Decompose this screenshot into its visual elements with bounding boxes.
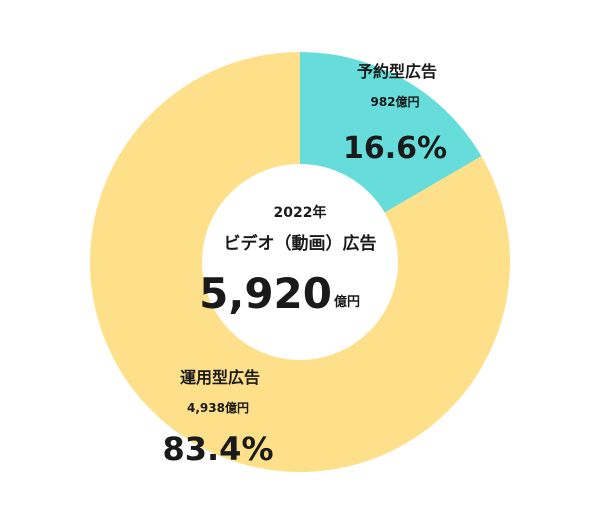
slice-amount-programmatic: 4,938億円 — [187, 400, 249, 415]
donut-hole — [202, 164, 398, 360]
slice-label-reserved: 予約型広告 — [357, 62, 437, 81]
slice-percent-programmatic: 83.4% — [162, 430, 273, 468]
center-total-unit: 億円 — [334, 294, 360, 310]
slice-percent-reserved: 16.6% — [343, 131, 447, 166]
center-title: ビデオ（動画）広告 — [224, 233, 377, 254]
slice-amount-reserved: 982億円 — [370, 94, 419, 109]
center-total-value: 5,920 — [199, 269, 332, 318]
center-year: 2022年 — [274, 204, 327, 221]
slice-label-programmatic: 運用型広告 — [180, 368, 260, 387]
